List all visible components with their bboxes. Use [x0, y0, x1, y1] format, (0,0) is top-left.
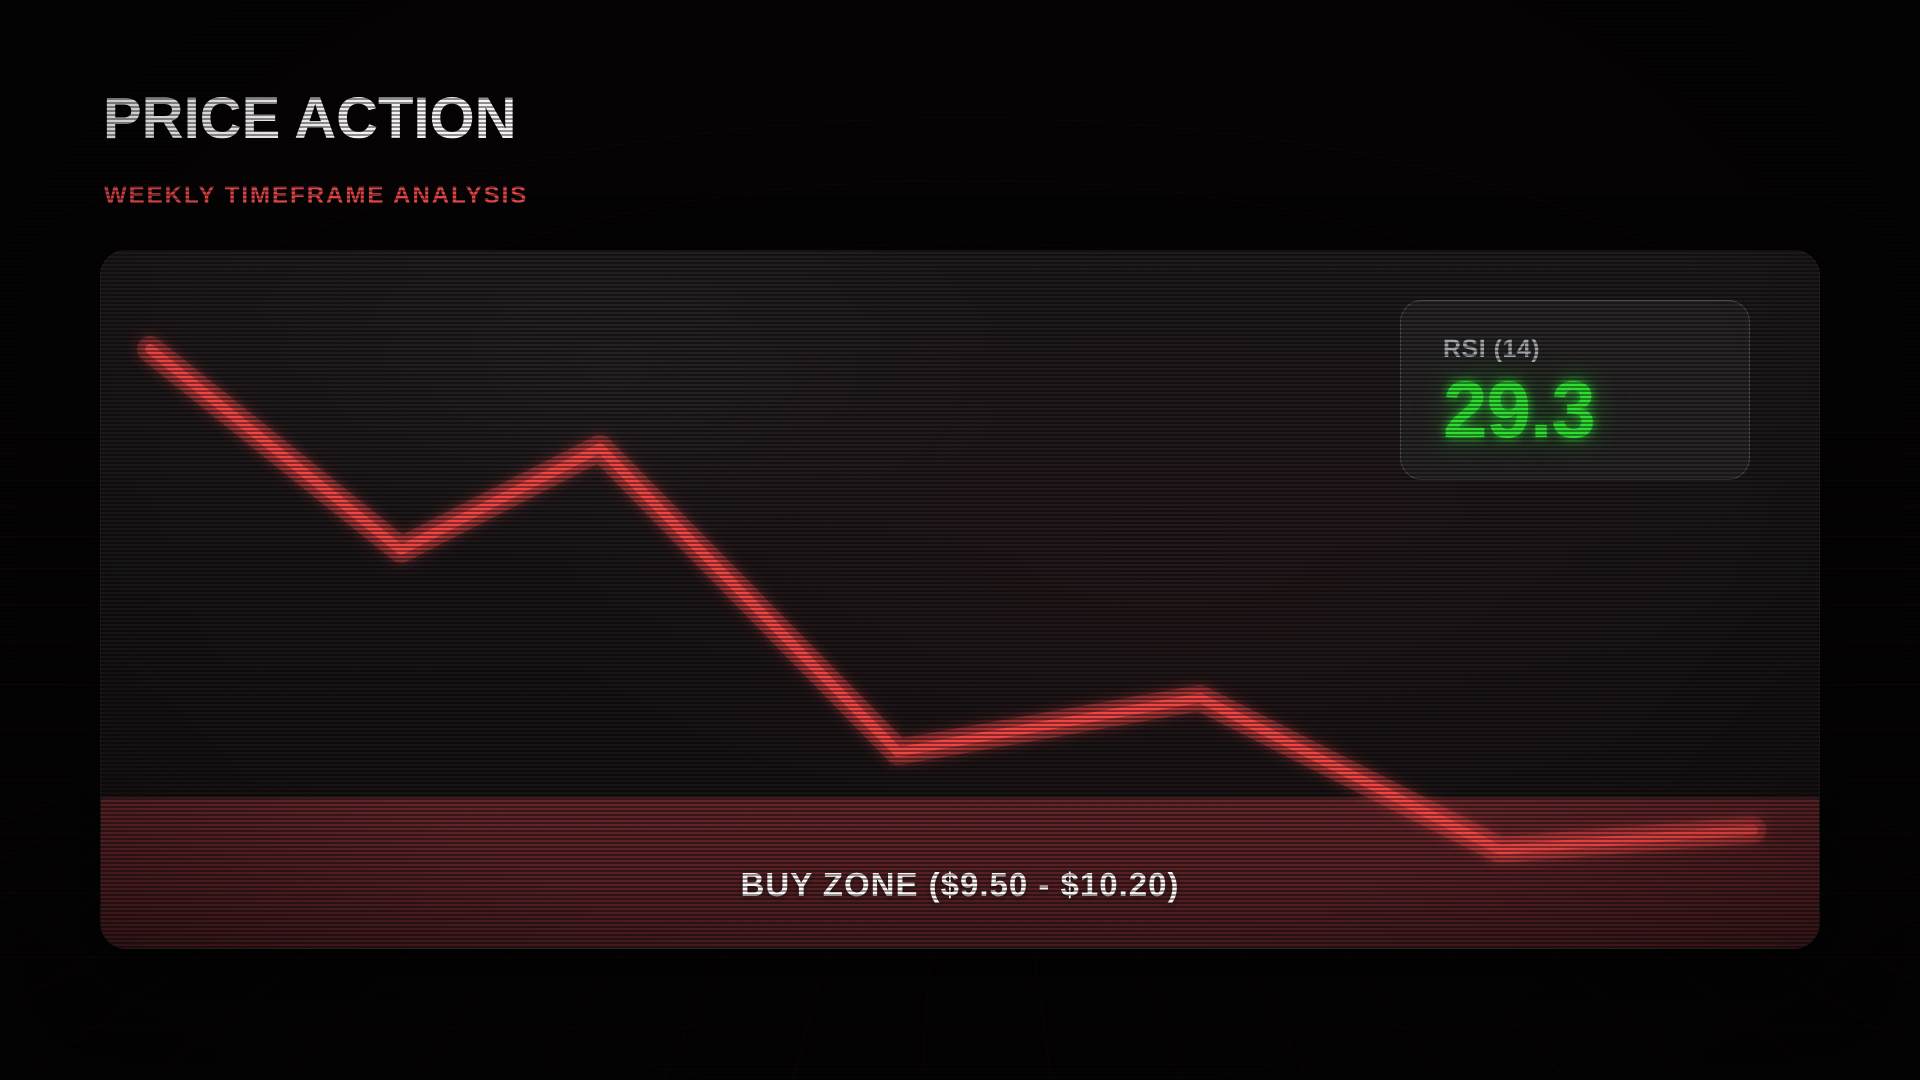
page-title: PRICE ACTION: [103, 86, 517, 151]
buy-zone-label: BUY ZONE ($9.50 - $10.20): [740, 866, 1180, 903]
rsi-label: RSI (14): [1443, 335, 1541, 363]
rsi-value: 29.3: [1443, 365, 1596, 454]
page-subtitle: WEEKLY TIMEFRAME ANALYSIS: [104, 182, 529, 209]
buy-zone-band: BUY ZONE ($9.50 - $10.20): [101, 798, 1819, 948]
rsi-badge: RSI (14) 29.3: [1400, 300, 1750, 480]
